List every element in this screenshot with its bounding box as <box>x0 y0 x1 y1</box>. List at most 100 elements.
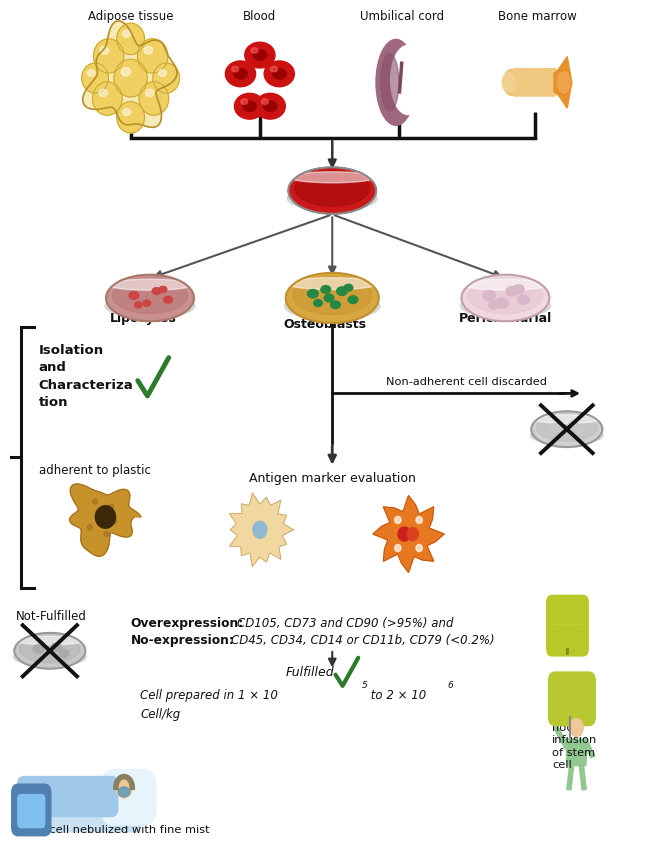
Ellipse shape <box>537 414 597 441</box>
Polygon shape <box>230 493 293 567</box>
Ellipse shape <box>104 532 109 537</box>
Ellipse shape <box>114 59 147 97</box>
Ellipse shape <box>381 54 399 111</box>
Ellipse shape <box>253 50 267 60</box>
Ellipse shape <box>532 411 602 447</box>
Ellipse shape <box>376 39 416 126</box>
Ellipse shape <box>286 273 379 323</box>
Text: Umbilical cord: Umbilical cord <box>360 9 444 23</box>
Ellipse shape <box>134 302 142 308</box>
Polygon shape <box>69 484 141 557</box>
Text: CD45, CD34, CD14 or CD11b, CD79 (<0.2%): CD45, CD34, CD14 or CD11b, CD79 (<0.2%) <box>231 634 495 647</box>
Ellipse shape <box>107 279 193 290</box>
FancyBboxPatch shape <box>12 798 141 832</box>
Ellipse shape <box>113 278 188 314</box>
Ellipse shape <box>391 45 425 115</box>
Ellipse shape <box>262 98 269 104</box>
Polygon shape <box>565 739 587 765</box>
Ellipse shape <box>483 291 496 300</box>
Ellipse shape <box>289 172 375 183</box>
FancyBboxPatch shape <box>12 784 51 835</box>
Ellipse shape <box>138 38 168 73</box>
Ellipse shape <box>108 504 114 510</box>
Ellipse shape <box>234 68 247 79</box>
Ellipse shape <box>100 46 108 54</box>
Ellipse shape <box>153 63 180 93</box>
Ellipse shape <box>139 82 169 115</box>
Ellipse shape <box>395 516 401 523</box>
Ellipse shape <box>245 42 275 68</box>
Ellipse shape <box>506 286 518 296</box>
Text: No-expression:: No-expression: <box>130 634 234 647</box>
Ellipse shape <box>518 295 530 304</box>
Ellipse shape <box>88 525 93 530</box>
Text: Perichondrial: Perichondrial <box>459 312 552 326</box>
Ellipse shape <box>112 519 117 524</box>
Text: Cell prepared in 1 × 10: Cell prepared in 1 × 10 <box>140 689 278 703</box>
Ellipse shape <box>105 293 195 318</box>
Ellipse shape <box>293 276 372 315</box>
Ellipse shape <box>93 499 98 504</box>
Ellipse shape <box>308 290 318 298</box>
Text: Cell/kg: Cell/kg <box>140 708 180 722</box>
Text: 6: 6 <box>447 681 453 690</box>
Text: adherent to plastic: adherent to plastic <box>39 463 151 476</box>
Text: to 2 × 10: to 2 × 10 <box>367 689 426 703</box>
Ellipse shape <box>568 422 579 430</box>
Ellipse shape <box>145 89 154 97</box>
Ellipse shape <box>271 67 278 72</box>
Ellipse shape <box>234 93 265 119</box>
Ellipse shape <box>255 93 286 119</box>
Ellipse shape <box>263 101 277 111</box>
Ellipse shape <box>251 48 258 53</box>
Ellipse shape <box>99 89 107 97</box>
Ellipse shape <box>468 278 543 314</box>
Text: CD105, CD73 and CD90 (>95%) and: CD105, CD73 and CD90 (>95%) and <box>238 617 454 630</box>
Text: Adipose tissue: Adipose tissue <box>88 9 173 23</box>
Ellipse shape <box>123 109 130 115</box>
FancyBboxPatch shape <box>512 68 557 96</box>
Text: Bone marrow: Bone marrow <box>498 9 577 23</box>
Ellipse shape <box>513 285 524 294</box>
Ellipse shape <box>530 426 604 445</box>
Ellipse shape <box>416 545 422 551</box>
Ellipse shape <box>344 284 353 292</box>
Ellipse shape <box>95 506 116 528</box>
Ellipse shape <box>143 300 151 306</box>
Ellipse shape <box>460 293 550 318</box>
Ellipse shape <box>463 279 548 290</box>
Ellipse shape <box>19 635 80 663</box>
Ellipse shape <box>253 522 267 538</box>
Ellipse shape <box>407 528 419 540</box>
Ellipse shape <box>121 68 130 76</box>
Ellipse shape <box>158 70 166 76</box>
Ellipse shape <box>284 293 380 320</box>
Ellipse shape <box>570 719 583 736</box>
Ellipse shape <box>324 294 334 302</box>
Ellipse shape <box>330 301 340 309</box>
Ellipse shape <box>273 68 286 79</box>
Ellipse shape <box>461 274 550 321</box>
FancyBboxPatch shape <box>18 794 45 828</box>
Ellipse shape <box>59 650 69 657</box>
Ellipse shape <box>93 82 122 115</box>
Ellipse shape <box>144 46 153 54</box>
Ellipse shape <box>398 527 410 541</box>
Ellipse shape <box>395 545 401 551</box>
Ellipse shape <box>159 286 167 292</box>
Ellipse shape <box>264 61 295 86</box>
Ellipse shape <box>152 287 161 295</box>
Text: Lipocytes: Lipocytes <box>110 312 177 326</box>
Text: Non-adherent cell discarded: Non-adherent cell discarded <box>386 376 547 386</box>
Ellipse shape <box>232 67 239 72</box>
Ellipse shape <box>489 301 499 309</box>
Ellipse shape <box>164 296 173 304</box>
Ellipse shape <box>416 516 422 523</box>
Text: Osteoblasts: Osteoblasts <box>283 318 366 332</box>
Ellipse shape <box>51 643 62 652</box>
FancyBboxPatch shape <box>101 770 156 825</box>
Ellipse shape <box>337 287 347 295</box>
Text: Blood: Blood <box>243 9 276 23</box>
Ellipse shape <box>116 776 132 798</box>
Ellipse shape <box>550 423 561 432</box>
